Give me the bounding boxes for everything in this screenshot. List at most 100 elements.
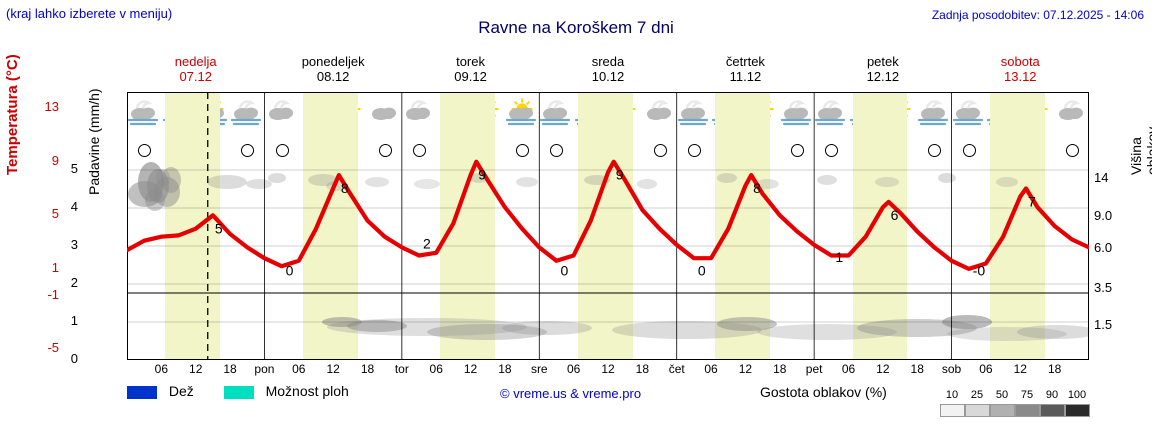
wind-direction-marker (550, 144, 564, 157)
wind-direction-marker (653, 144, 667, 157)
temperature-tick: 9 (51, 152, 59, 168)
cloud-moon-wind-icon (814, 98, 848, 128)
temperature-tick: 1 (51, 259, 59, 275)
cloud-height-tick: 14 (1094, 170, 1109, 185)
shower-legend-label: Možnost ploh (265, 383, 349, 399)
cloud-moon-wind-icon (917, 98, 951, 128)
cloud-moon-wind-icon (952, 98, 986, 128)
cloud-moon-icon (643, 98, 677, 128)
cloud-blob (817, 175, 837, 185)
legend: Dež Možnost ploh (127, 383, 349, 399)
time-tick: 18 (635, 362, 650, 376)
time-tick: 18 (360, 362, 375, 376)
plot-border (127, 92, 1089, 360)
time-tick: 18 (1047, 362, 1062, 376)
precipitation-tick: 2 (70, 275, 78, 290)
cloud-blob-low (347, 320, 407, 332)
wind-direction-marker (962, 144, 976, 157)
daylight-band (302, 92, 358, 360)
time-tick: pon (254, 362, 275, 376)
temperature-tick: 13 (44, 99, 59, 115)
temperature-value-label: 0 (560, 262, 568, 278)
cloud-density-swatch (990, 404, 1015, 417)
day-header-7: sobota 13.12 (952, 54, 1089, 84)
day-header-6: petek 12.12 (814, 54, 951, 84)
cloud-blob (516, 177, 538, 187)
day-name: nedelja (174, 54, 217, 69)
cloud-density-colorbar (940, 404, 1090, 417)
daylight-band (852, 92, 908, 360)
daylight-band (989, 92, 1045, 360)
cloud-blob-low (427, 324, 547, 340)
wind-direction-marker (138, 144, 152, 157)
cloud-blob (875, 177, 899, 187)
cloud-density-swatch (1015, 404, 1040, 417)
temperature-tick: -1 (47, 286, 59, 302)
time-tick: 12 (463, 362, 478, 376)
cloud-blob-low (502, 321, 592, 335)
daylight-band (440, 92, 496, 360)
cloud-blob (268, 173, 286, 183)
precipitation-axis-title: Padavine (mm/h) (86, 88, 102, 195)
wind-direction-marker (825, 144, 839, 157)
cloud-blob (365, 177, 389, 187)
time-tick: 18 (498, 362, 512, 376)
time-tick: sob (941, 362, 962, 376)
cloud-blob (938, 173, 956, 183)
cloud-density-scale-value: 25 (970, 389, 984, 401)
wind-direction-marker (378, 144, 392, 157)
time-tick: 06 (566, 362, 581, 376)
cloud-density-swatch (965, 404, 990, 417)
temperature-line (127, 159, 1089, 271)
cloud-blob (717, 173, 737, 183)
time-tick: 06 (429, 362, 443, 376)
cloud-icon (368, 98, 402, 128)
cloud-blob (414, 179, 440, 189)
cloud-moon-icon (265, 98, 299, 128)
time-tick: 06 (154, 362, 169, 376)
cloud-density-swatch (1040, 404, 1065, 417)
cloud-blob (308, 174, 338, 186)
daylight-band (165, 92, 221, 360)
cloud-height-tick: 3.5 (1094, 280, 1113, 295)
day-name: sreda (591, 54, 625, 69)
last-update-label: Zadnja posodobitev: 07.12.2025 - 14:06 (931, 8, 1144, 22)
time-tick: 12 (1013, 362, 1027, 376)
temperature-axis-title: Temperatura (°C) (4, 54, 21, 175)
cloud-blob (996, 177, 1018, 187)
cloud-height-tick: 1.5 (1094, 317, 1113, 332)
cloud-blob (154, 177, 180, 207)
cloud-density-swatch (1065, 404, 1090, 417)
day-date: 09.12 (454, 69, 487, 84)
wind-direction-marker (1065, 144, 1079, 157)
day-header-3: torek 09.12 (402, 54, 539, 84)
temperature-value-label: 1 (835, 249, 843, 265)
temperature-value-label: 9 (616, 167, 624, 183)
credit-link[interactable]: © vreme.us & vreme.pro (500, 386, 642, 401)
cloud-moon-wind-icon (230, 98, 264, 128)
cloud-moon-wind-icon (780, 98, 814, 128)
wind-direction-marker (413, 144, 427, 157)
day-name: torek (456, 54, 485, 69)
cloud-blob (637, 179, 657, 189)
location-menu-hint[interactable]: (kraj lahko izberete v meniju) (6, 6, 173, 21)
wind-direction-marker (516, 144, 530, 157)
precipitation-tick: 5 (70, 161, 78, 176)
day-name: ponedeljek (301, 54, 365, 69)
temperature-value-label: 2 (423, 235, 431, 251)
wind-direction-marker (275, 144, 289, 157)
time-tick: 18 (223, 362, 237, 376)
time-tick: 06 (979, 362, 993, 376)
temperature-value-label: 9 (478, 167, 486, 183)
day-date: 11.12 (729, 69, 762, 84)
cloud-sun-wind-icon (505, 98, 539, 128)
precipitation-tick: 3 (70, 237, 78, 252)
day-date: 10.12 (591, 69, 625, 84)
time-tick: 12 (738, 362, 753, 376)
time-tick: 18 (910, 362, 924, 376)
cloud-density-scale-value: 100 (1067, 389, 1087, 401)
cloud-density-label: Gostota oblakov (%) (760, 384, 887, 400)
temperature-tick: 5 (51, 206, 59, 222)
cloud-moon-icon (1055, 98, 1089, 128)
